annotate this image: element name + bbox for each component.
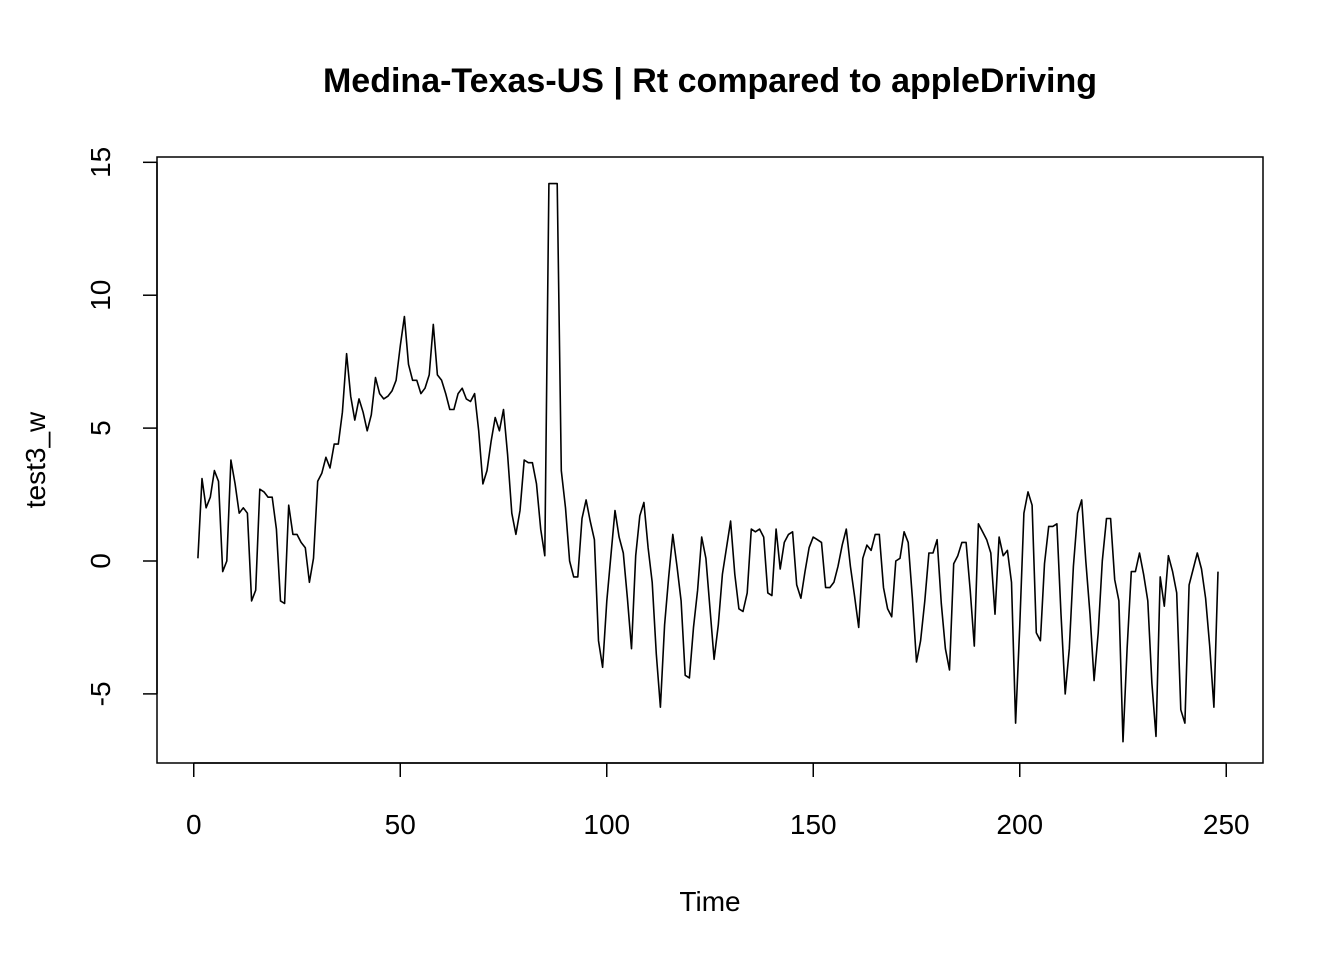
y-tick-label: 15 xyxy=(85,147,116,178)
chart-title: Medina-Texas-US | Rt compared to appleDr… xyxy=(323,62,1097,100)
plot-frame xyxy=(156,156,1264,764)
series-layer xyxy=(197,182,1219,743)
y-tick-label: 5 xyxy=(85,420,116,436)
x-tick-label: 150 xyxy=(790,809,837,840)
y-tick-label: 10 xyxy=(85,280,116,311)
x-tick-label: 200 xyxy=(996,809,1043,840)
x-tick-label: 100 xyxy=(583,809,630,840)
y-tick-label: -5 xyxy=(85,681,116,706)
x-axis-label: Time xyxy=(679,886,740,917)
y-axis: -5 0 5 10 15 xyxy=(85,147,158,706)
x-tick-label: 250 xyxy=(1203,809,1250,840)
x-tick-label: 50 xyxy=(385,809,416,840)
x-tick-label: 0 xyxy=(186,809,202,840)
y-tick-label: 0 xyxy=(85,553,116,569)
x-axis: 0 50 100 150 200 250 xyxy=(186,762,1250,840)
series-line-0 xyxy=(197,182,1219,743)
y-axis-label: test3_w xyxy=(20,411,51,508)
